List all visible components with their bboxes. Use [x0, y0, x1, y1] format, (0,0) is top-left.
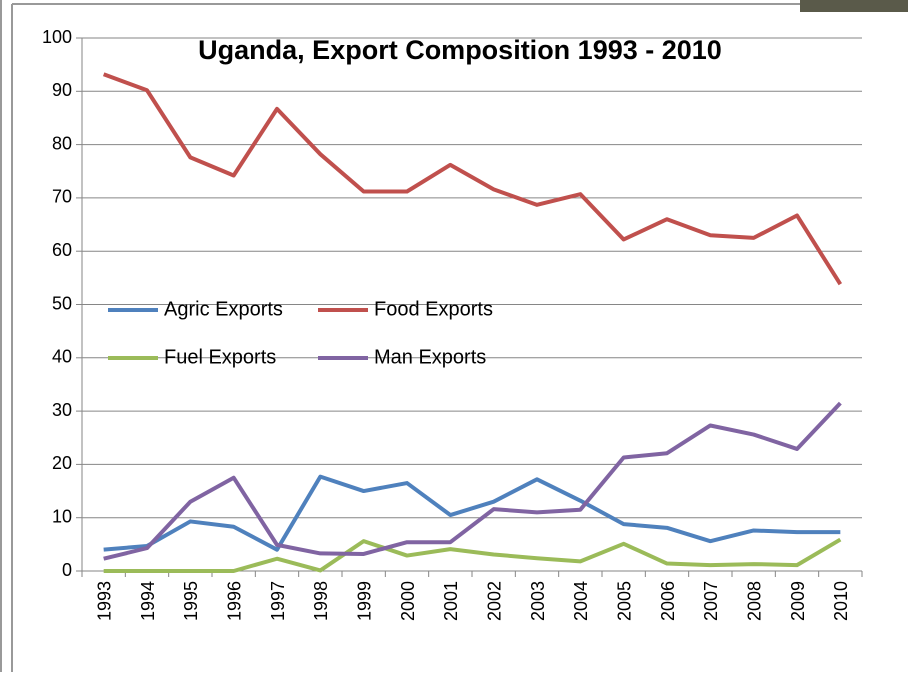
x-tick-label: 2000 [398, 581, 418, 621]
legend-label: Fuel Exports [164, 346, 276, 368]
data-line [102, 72, 843, 286]
x-tick-label: 1994 [138, 581, 158, 621]
data-line [103, 537, 842, 573]
y-tick-label: 90 [52, 80, 72, 100]
x-tick-label: 2010 [831, 581, 851, 621]
x-tick-label: 1998 [311, 581, 331, 621]
x-tick-label: 2007 [701, 581, 721, 621]
x-tick-label: 1999 [354, 581, 374, 621]
x-tick-label: 2009 [788, 581, 808, 621]
legend-label: Food Exports [374, 298, 493, 320]
y-tick-label: 40 [52, 347, 72, 367]
x-tick-label: 2002 [484, 581, 504, 621]
x-tick-label: 2003 [528, 581, 548, 621]
corner-box [800, 0, 908, 12]
legend-label: Man Exports [374, 346, 486, 368]
data-line [103, 401, 842, 561]
legend-label: Agric Exports [164, 298, 283, 320]
y-tick-label: 60 [52, 240, 72, 260]
y-tick-label: 80 [52, 133, 72, 153]
x-tick-label: 2001 [441, 581, 461, 621]
y-tick-label: 70 [52, 187, 72, 207]
y-tick-label: 50 [52, 293, 72, 313]
x-tick-label: 1995 [181, 581, 201, 621]
x-tick-label: 2005 [614, 581, 634, 621]
y-tick-label: 10 [52, 506, 72, 526]
x-tick-label: 2006 [658, 581, 678, 621]
y-tick-label: 30 [52, 400, 72, 420]
x-tick-label: 1997 [268, 581, 288, 621]
y-tick-label: 100 [42, 27, 72, 47]
y-tick-label: 0 [62, 560, 72, 580]
x-tick-label: 1996 [224, 581, 244, 621]
x-tick-label: 1993 [94, 581, 114, 621]
x-tick-label: 2004 [571, 581, 591, 621]
x-tick-label: 2008 [744, 581, 764, 621]
y-tick-label: 20 [52, 453, 72, 473]
chart-title: Uganda, Export Composition 1993 - 2010 [198, 35, 722, 65]
data-line [103, 474, 841, 552]
